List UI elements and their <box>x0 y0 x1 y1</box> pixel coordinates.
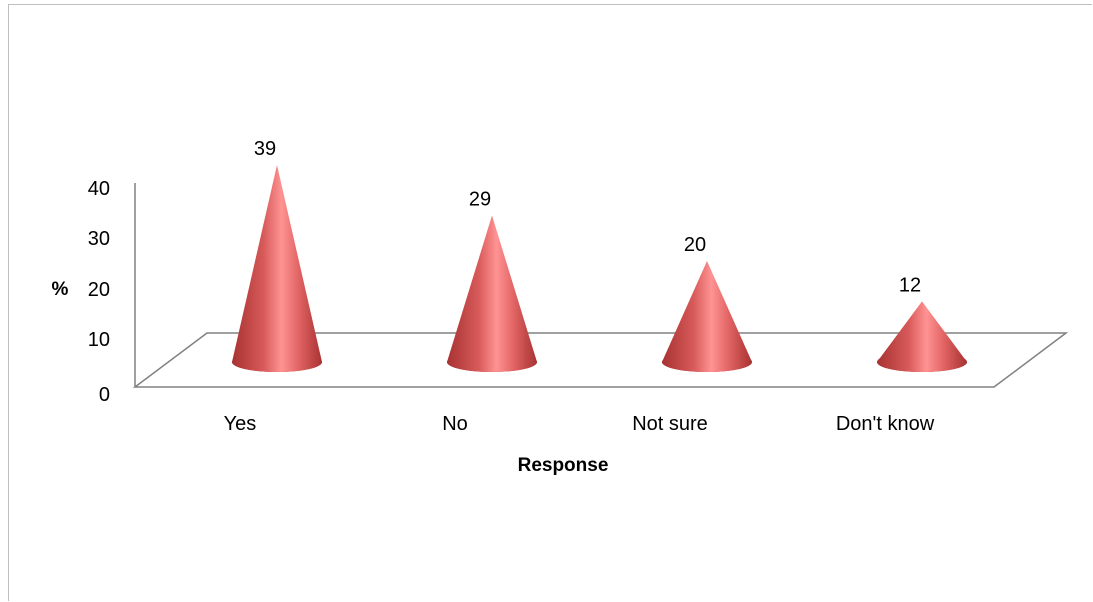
cone-yes <box>232 165 322 372</box>
cone-dont-know <box>877 301 967 372</box>
x-category-label: Not sure <box>632 413 708 435</box>
x-category-label: Yes <box>224 413 257 435</box>
x-category-label: Don't know <box>836 413 935 435</box>
data-label: 39 <box>254 138 276 160</box>
cone-body <box>662 261 752 372</box>
y-tick-label: 40 <box>88 178 110 200</box>
cone-body <box>232 165 322 372</box>
floor-plane <box>132 332 1069 388</box>
data-label: 20 <box>684 234 706 256</box>
y-tick-label: 20 <box>88 279 110 301</box>
y-tick-label: 30 <box>88 228 110 250</box>
data-label: 29 <box>469 189 491 211</box>
x-axis-title: Response <box>518 455 609 476</box>
y-tick-label: 0 <box>99 384 110 406</box>
chart-frame <box>8 4 1092 601</box>
cone-not-sure <box>662 261 752 372</box>
y-tick-label: 10 <box>88 329 110 351</box>
y-axis-title: % <box>52 279 69 300</box>
cone-body <box>877 301 967 372</box>
cone-body <box>447 215 537 372</box>
data-label: 12 <box>899 274 921 296</box>
cone-no <box>447 215 537 372</box>
x-category-label: No <box>442 413 468 435</box>
